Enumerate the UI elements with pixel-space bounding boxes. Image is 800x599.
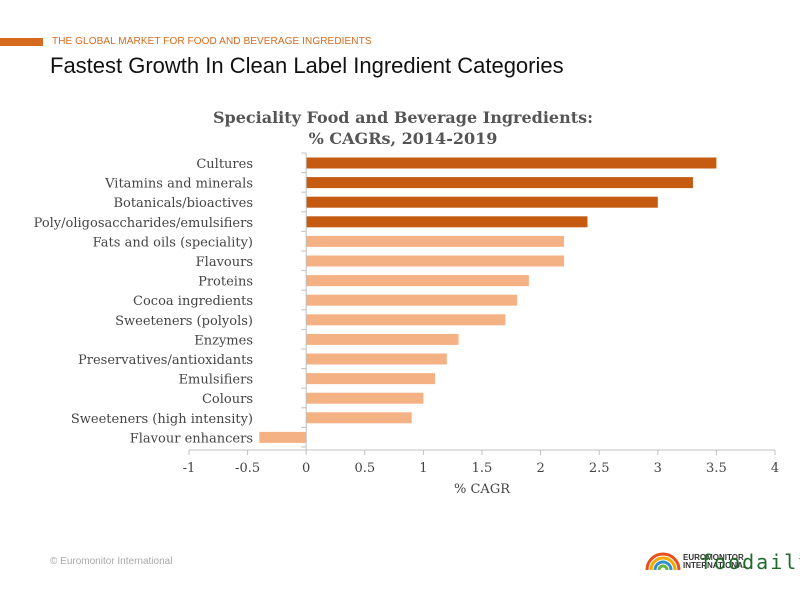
bar-flavour-enhancers bbox=[259, 431, 307, 443]
bar-cultures bbox=[306, 157, 717, 169]
x-tick-label: 2 bbox=[536, 461, 544, 476]
bar-cocoa-ingredients bbox=[306, 294, 518, 306]
bar-preservatives-antioxidants bbox=[306, 353, 447, 365]
bar-enzymes bbox=[306, 333, 459, 345]
category-label: Sweeteners (polyols) bbox=[115, 314, 253, 329]
bars-group bbox=[259, 157, 717, 443]
x-tick-label: 3.5 bbox=[706, 461, 727, 476]
section-accent-bar bbox=[0, 38, 43, 46]
logo-line2: INTERNATIONAL bbox=[683, 561, 748, 570]
category-label: Enzymes bbox=[194, 333, 253, 348]
category-label: Botanicals/bioactives bbox=[113, 196, 253, 211]
x-tick-label: -0.5 bbox=[235, 461, 260, 476]
bar-fats-and-oils-speciality bbox=[306, 235, 565, 247]
x-tick-label: 1 bbox=[419, 461, 427, 476]
category-label: Emulsifiers bbox=[179, 373, 253, 388]
x-tick-label: 0.5 bbox=[354, 461, 375, 476]
tick-labels: -1 -0.5 0 0.5 1 1.5 2 2.5 3 3.5 4 bbox=[183, 461, 779, 476]
bar-sweeteners-polyols bbox=[306, 314, 506, 326]
x-tick-label: 4 bbox=[771, 461, 779, 476]
logo-text: EUROMONITOR INTERNATIONAL bbox=[683, 554, 748, 570]
category-label: Flavours bbox=[196, 255, 253, 270]
category-label: Proteins bbox=[198, 275, 253, 290]
copyright-footer: © Euromonitor International bbox=[50, 556, 173, 567]
category-label: Colours bbox=[202, 392, 253, 407]
category-label: Preservatives/antioxidants bbox=[78, 353, 253, 368]
euromonitor-logo-icon bbox=[645, 552, 681, 571]
logo-line1: EUROMONITOR bbox=[683, 553, 744, 562]
category-label: Poly/oligosaccharides/emulsifiers bbox=[34, 216, 253, 231]
slide-title: Fastest Growth In Clean Label Ingredient… bbox=[50, 53, 564, 78]
bar-poly-oligosaccharides-emulsifiers bbox=[306, 216, 588, 228]
bar-botanicals-bioactives bbox=[306, 196, 658, 208]
x-axis-label: % CAGR bbox=[454, 482, 511, 497]
bar-vitamins-and-minerals bbox=[306, 177, 693, 189]
category-label: Vitamins and minerals bbox=[104, 177, 253, 192]
category-label: Flavour enhancers bbox=[130, 431, 253, 446]
category-label: Sweeteners (high intensity) bbox=[71, 412, 253, 427]
bar-chart: Speciality Food and Beverage Ingredients… bbox=[34, 108, 780, 497]
bar-sweeteners-high-intensity bbox=[306, 412, 412, 424]
category-label: Fats and oils (speciality) bbox=[93, 235, 253, 250]
bar-colours bbox=[306, 392, 424, 404]
chart-title-line1: Speciality Food and Beverage Ingredients… bbox=[213, 108, 593, 127]
x-tick-label: 1.5 bbox=[472, 461, 493, 476]
x-tick-label: 2.5 bbox=[589, 461, 610, 476]
axes-group bbox=[188, 152, 776, 455]
x-tick-label: -1 bbox=[183, 461, 196, 476]
category-label: Cocoa ingredients bbox=[133, 294, 253, 309]
bar-proteins bbox=[306, 275, 529, 287]
section-label: THE GLOBAL MARKET FOR FOOD AND BEVERAGE … bbox=[52, 36, 372, 47]
foodaily-watermark: foodaily bbox=[700, 550, 800, 574]
x-tick-label: 3 bbox=[654, 461, 662, 476]
chart-title-line2: % CAGRs, 2014-2019 bbox=[309, 129, 498, 148]
category-label: Cultures bbox=[196, 157, 253, 172]
bar-emulsifiers bbox=[306, 373, 436, 385]
x-tick-label: 0 bbox=[302, 461, 310, 476]
category-labels: Cultures Vitamins and minerals Botanicals/… bbox=[34, 157, 253, 446]
bar-flavours bbox=[306, 255, 565, 267]
